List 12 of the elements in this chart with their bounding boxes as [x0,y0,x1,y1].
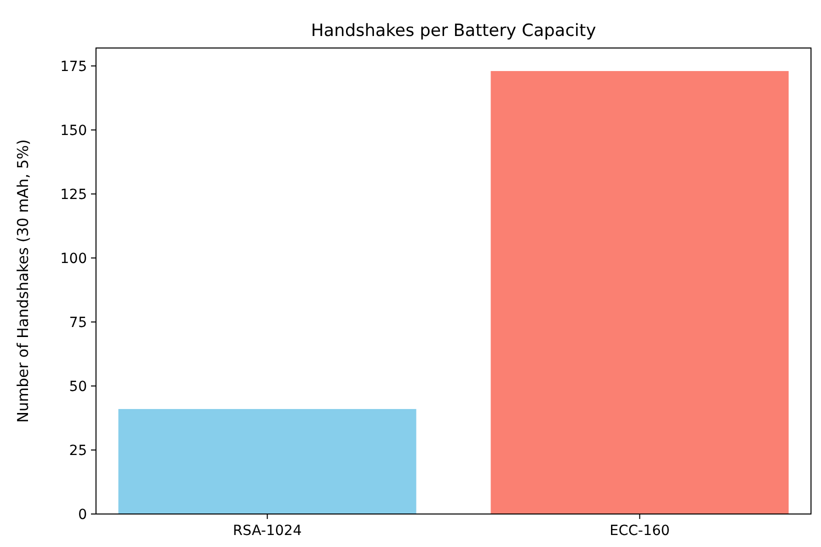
y-tick-label: 150 [60,122,87,139]
y-tick-label: 100 [60,250,87,267]
chart-title: Handshakes per Battery Capacity [310,21,596,41]
y-tick-label: 50 [69,378,87,395]
y-tick-label: 0 [78,506,87,523]
y-tick-label: 125 [60,186,87,203]
y-axis-title: Number of Handshakes (30 mAh, 5%) [14,139,32,423]
y-tick-label: 75 [69,314,87,331]
y-tick-label: 25 [69,442,87,459]
x-tick-label: ECC-160 [610,523,670,539]
x-tick-label: RSA-1024 [232,523,302,539]
y-tick-label: 175 [60,58,87,75]
